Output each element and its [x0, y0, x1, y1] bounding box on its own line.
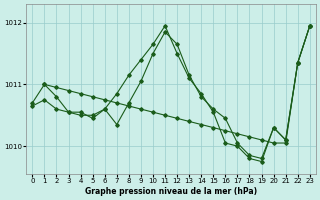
X-axis label: Graphe pression niveau de la mer (hPa): Graphe pression niveau de la mer (hPa) — [85, 187, 257, 196]
